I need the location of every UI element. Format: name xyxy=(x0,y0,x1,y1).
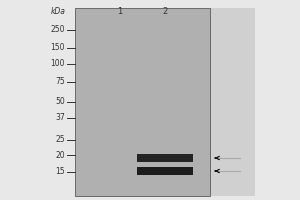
Text: 15: 15 xyxy=(56,168,65,176)
Text: 20: 20 xyxy=(56,150,65,160)
Text: 50: 50 xyxy=(55,98,65,106)
Text: 25: 25 xyxy=(56,136,65,144)
Text: 75: 75 xyxy=(55,77,65,86)
Text: 2: 2 xyxy=(162,7,168,17)
Text: 100: 100 xyxy=(50,60,65,68)
Bar xyxy=(137,167,193,175)
Bar xyxy=(75,8,210,196)
Text: 37: 37 xyxy=(55,114,65,122)
Text: 1: 1 xyxy=(117,7,123,17)
Text: 150: 150 xyxy=(50,44,65,52)
Bar xyxy=(137,154,193,162)
Text: kDa: kDa xyxy=(51,7,65,17)
Text: 250: 250 xyxy=(50,25,65,34)
Bar xyxy=(210,8,255,196)
